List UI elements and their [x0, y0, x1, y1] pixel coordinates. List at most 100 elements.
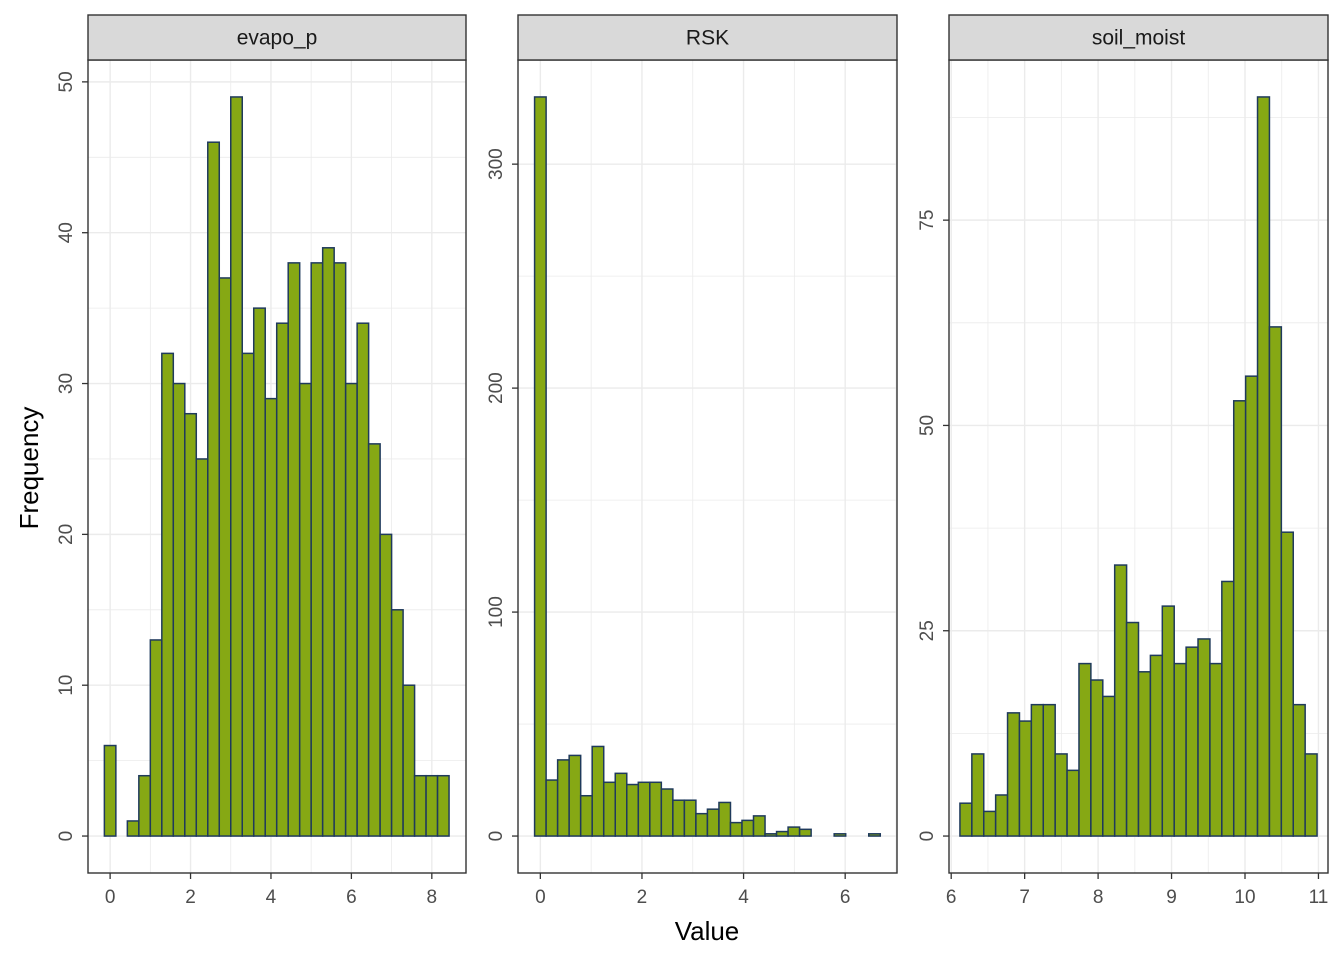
x-tick-label: 8	[427, 887, 438, 908]
y-axis-title: Frequency	[14, 407, 44, 530]
y-tick-label: 300	[486, 148, 507, 180]
histogram-bar	[138, 774, 152, 837]
histogram-bar	[1232, 400, 1247, 837]
histogram-bar	[1030, 703, 1045, 837]
histogram-bar	[264, 397, 278, 837]
histogram-bar	[994, 794, 1009, 837]
histogram-bar	[602, 781, 616, 837]
x-tick-label: 8	[1093, 887, 1104, 908]
histogram-bar	[207, 141, 221, 837]
y-tick-label: 0	[917, 831, 938, 842]
y-tick-label: 100	[486, 596, 507, 628]
histogram-bar	[1042, 703, 1056, 837]
histogram-bar	[729, 821, 743, 837]
y-tick-label: 75	[917, 210, 938, 231]
histogram-bar	[402, 684, 416, 837]
histogram-bar	[1280, 531, 1295, 837]
histogram-bar	[649, 781, 663, 837]
facet-panel-soil_moist: soil_moist 6 7 8 9 10 11 0 25 50 75	[917, 14, 1329, 908]
x-tick-label: 0	[105, 887, 116, 908]
histogram-bar	[413, 774, 427, 837]
histogram-bar	[1221, 580, 1235, 837]
histogram-bar	[833, 833, 847, 837]
histogram-bar	[614, 772, 628, 837]
y-tick-label: 30	[56, 373, 77, 394]
facet-panel-evapo_p: evapo_p 0 2 4 6 8 0 10 20 30 40 50	[56, 14, 467, 908]
histogram-bar	[741, 819, 755, 837]
histogram-bar	[333, 262, 347, 837]
histogram-bar	[545, 779, 559, 837]
histogram-bar	[683, 799, 697, 837]
y-tick-label: 50	[56, 71, 77, 92]
histogram-bar	[1054, 753, 1068, 837]
histogram-bar	[971, 753, 985, 837]
x-tick-label: 9	[1166, 887, 1177, 908]
histogram-bar	[1304, 753, 1318, 837]
histogram-bar	[321, 247, 335, 837]
x-axis-title: Value	[675, 916, 740, 946]
y-tick-label: 200	[486, 372, 507, 404]
histogram-bar	[775, 830, 789, 837]
histogram-bar	[1125, 621, 1140, 837]
facet-strip	[87, 14, 467, 61]
histogram-bar	[959, 802, 973, 837]
histogram-bar	[344, 382, 358, 837]
y-tick-label: 40	[56, 222, 77, 243]
histogram-bar	[637, 781, 651, 837]
histogram-bar	[867, 833, 882, 837]
histogram-bar	[1185, 646, 1199, 837]
histogram-bar	[718, 801, 732, 837]
facet-strip-label: evapo_p	[237, 27, 318, 50]
histogram-bar	[379, 533, 393, 837]
histogram-bar	[982, 810, 997, 837]
histogram-bar	[252, 307, 266, 837]
histogram-bar	[752, 815, 766, 837]
histogram-bar	[103, 744, 117, 837]
histogram-bar	[1209, 662, 1223, 837]
y-tick-label: 50	[917, 415, 938, 436]
histogram-bar	[275, 322, 289, 837]
x-tick-label: 7	[1019, 887, 1030, 908]
x-tick-label: 4	[266, 887, 277, 908]
x-tick-label: 2	[637, 887, 648, 908]
histogram-bar	[436, 774, 450, 837]
facet-panel-RSK: RSK 0 2 4 6 0 100 200 300	[486, 14, 898, 908]
histogram-bar	[660, 788, 674, 837]
histogram-bar	[1006, 712, 1021, 837]
x-tick-label: 4	[738, 887, 749, 908]
histogram-bar	[1268, 326, 1283, 837]
histogram-bar	[172, 382, 186, 837]
x-tick-label: 6	[346, 887, 357, 908]
histogram-bar	[126, 820, 140, 837]
histogram-bar	[287, 262, 301, 837]
histogram-bar	[1113, 564, 1128, 837]
histogram-bar	[1018, 720, 1033, 837]
histogram-bar	[533, 96, 547, 837]
y-tick-label: 0	[56, 831, 77, 842]
histogram-bar	[310, 262, 324, 837]
facet-strip	[517, 14, 898, 61]
facet-strip-label: soil_moist	[1092, 27, 1186, 50]
facet-strip	[948, 14, 1329, 61]
histogram-bar	[367, 443, 381, 837]
x-tick-label: 6	[946, 887, 957, 908]
x-tick-label: 11	[1309, 887, 1329, 908]
histogram-bar	[425, 774, 439, 837]
histogram-bar	[787, 826, 801, 837]
histogram-bar	[591, 745, 605, 837]
histogram-bar	[764, 833, 778, 837]
histogram-bar	[1197, 638, 1211, 837]
histogram-bar	[568, 754, 582, 837]
y-tick-label: 25	[917, 620, 938, 641]
histogram-bar	[218, 277, 232, 837]
y-tick-label: 20	[56, 524, 77, 545]
histogram-bar	[1149, 654, 1164, 837]
histogram-bar	[1256, 96, 1271, 837]
histogram-bar	[695, 812, 709, 837]
histogram-bar	[184, 412, 198, 837]
histogram-bar	[626, 783, 640, 837]
panel-background	[518, 60, 897, 873]
histogram-bar	[706, 808, 720, 837]
